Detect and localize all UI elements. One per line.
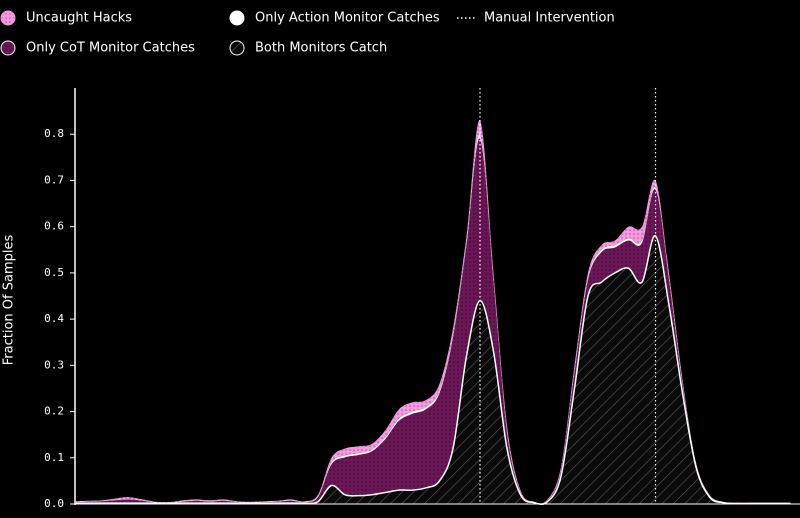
legend-label: Only Action Monitor Catches xyxy=(255,11,440,26)
legend-symbol xyxy=(229,10,245,26)
area xyxy=(75,235,791,505)
y-tick-label: 0.5 xyxy=(44,266,64,279)
y-axis-label: Fraction Of Samples xyxy=(2,235,17,366)
area xyxy=(75,138,791,505)
y-tick-label: 0.8 xyxy=(44,127,64,140)
y-tick-label: 0.3 xyxy=(44,358,64,371)
y-tick-label: 0.7 xyxy=(44,173,64,186)
area-edge xyxy=(74,235,791,505)
y-tick-label: 0.0 xyxy=(44,497,64,510)
y-tick-label: 0.1 xyxy=(44,451,64,464)
legend-symbol xyxy=(0,40,16,56)
y-tick-label: 0.4 xyxy=(44,312,64,325)
legend-symbol xyxy=(0,10,16,26)
legend-label: Both Monitors Catch xyxy=(255,41,387,56)
legend-label: Only CoT Monitor Catches xyxy=(26,41,195,56)
legend-symbol xyxy=(229,40,245,56)
y-tick-label: 0.2 xyxy=(44,405,64,418)
y-tick-label: 0.6 xyxy=(44,220,64,233)
legend-vline-label: Manual Intervention xyxy=(484,11,615,26)
legend-label: Uncaught Hacks xyxy=(26,11,132,26)
